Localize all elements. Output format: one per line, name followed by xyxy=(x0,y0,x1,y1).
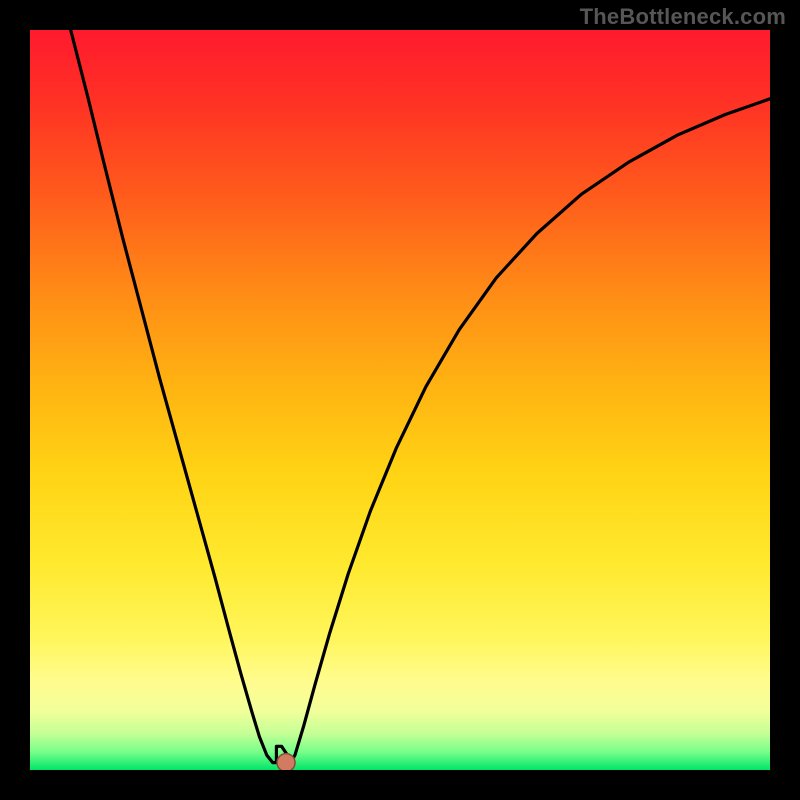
chart-svg xyxy=(30,30,770,770)
chart-frame: TheBottleneck.com xyxy=(0,0,800,800)
plot-background xyxy=(30,30,770,770)
minimum-marker xyxy=(277,754,295,770)
plot-area xyxy=(30,30,770,770)
watermark-text: TheBottleneck.com xyxy=(580,4,786,30)
